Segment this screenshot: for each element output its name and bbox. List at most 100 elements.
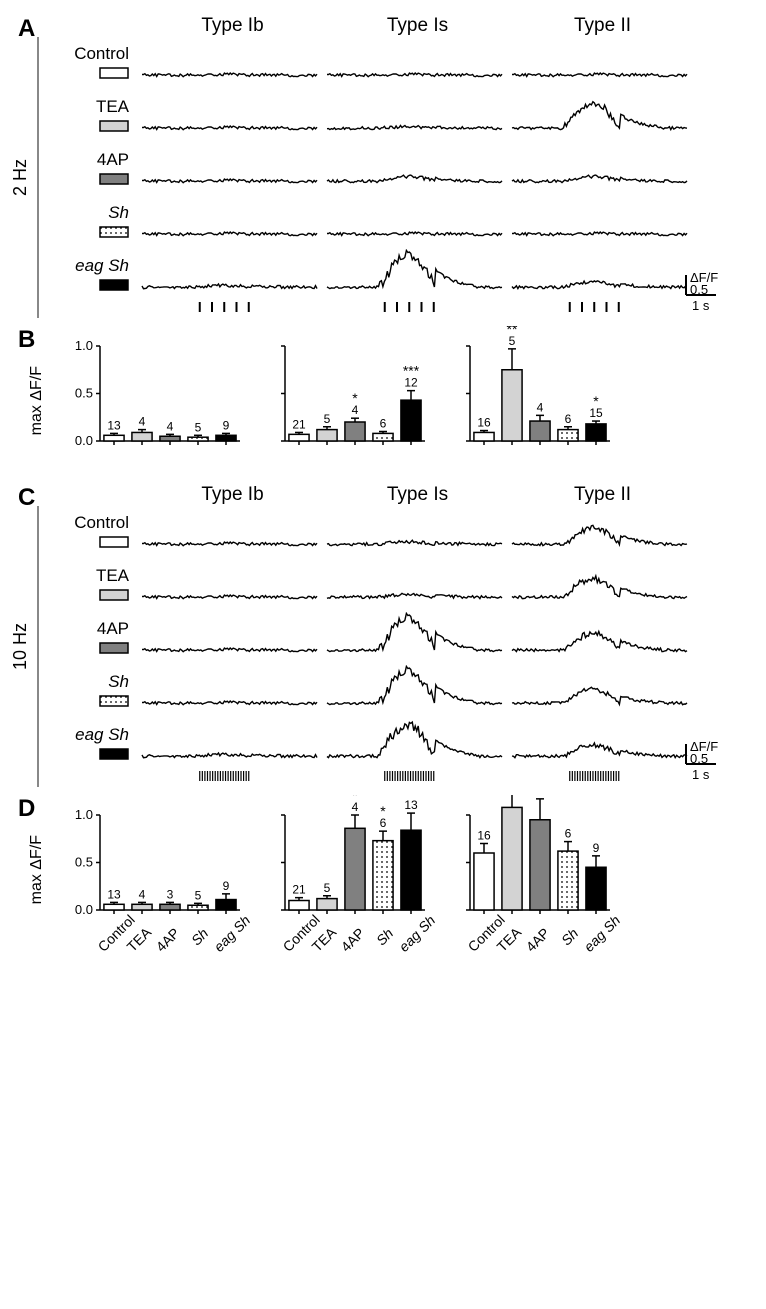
svg-text:16: 16	[477, 416, 491, 430]
trace-cell	[137, 506, 322, 559]
trace-cell	[137, 559, 322, 612]
col-header-ii: Type II	[510, 484, 695, 506]
svg-text:0.5: 0.5	[690, 282, 708, 297]
col-header-ib: Type Ib	[140, 484, 325, 506]
x-label-group: ControlTEA4APSheag Sh	[250, 925, 435, 941]
bar-group: 165469	[435, 795, 620, 925]
panel-d: D max ΔF/F 0.00.51.01343592154*6*13***16…	[10, 795, 756, 995]
trace-cell	[137, 37, 322, 90]
condition-label: Sh	[47, 203, 137, 243]
trace-row: Control	[47, 506, 756, 559]
panel-c: C Type Ib Type Is Type II 10 Hz Control …	[10, 484, 756, 787]
svg-text:0.5: 0.5	[75, 386, 93, 401]
trace-cell	[507, 196, 692, 249]
x-tick-label: eag Sh	[210, 925, 240, 955]
trace-row: 4AP	[47, 143, 756, 196]
freq-bar	[37, 506, 39, 787]
trace-cell	[507, 506, 692, 559]
svg-text:5: 5	[195, 888, 202, 902]
trace-row: TEA	[47, 90, 756, 143]
trace-cell	[322, 90, 507, 143]
x-tick-label: 4AP	[337, 925, 367, 955]
svg-text:4: 4	[139, 415, 146, 429]
trace-cell	[137, 249, 322, 302]
trace-cell	[322, 612, 507, 665]
svg-text:1 s: 1 s	[692, 298, 710, 313]
freq-bar	[37, 37, 39, 318]
trace-row: 4AP	[47, 612, 756, 665]
svg-text:9: 9	[593, 841, 600, 855]
trace-cell	[137, 196, 322, 249]
svg-text:16: 16	[477, 829, 491, 843]
trace-cell	[507, 665, 692, 718]
svg-text:5: 5	[324, 412, 331, 426]
trace-cell	[507, 559, 692, 612]
svg-text:***: ***	[403, 795, 420, 801]
condition-label: TEA	[47, 97, 137, 137]
x-label-group: ControlTEA4APSheag Sh	[65, 925, 250, 941]
trace-cell	[507, 37, 692, 90]
trace-row: Control	[47, 37, 756, 90]
trace-row: Sh	[47, 196, 756, 249]
bar-chart-b: 0.00.51.01344592154*612***165**4615*	[65, 326, 756, 456]
x-axis-labels: ControlTEA4APSheag ShControlTEA4APSheag …	[65, 925, 756, 941]
trace-row: TEA	[47, 559, 756, 612]
trace-cell	[507, 143, 692, 196]
x-tick-label: Control	[94, 925, 124, 955]
bar-group: 0.00.51.0134359	[65, 795, 250, 925]
trace-cell	[137, 90, 322, 143]
condition-label: eag Sh	[47, 256, 137, 296]
panel-a: A Type Ib Type Is Type II 2 Hz Control T…	[10, 15, 756, 318]
svg-text:0.0: 0.0	[75, 433, 93, 448]
x-tick-label: 4AP	[152, 925, 182, 955]
svg-text:1.0: 1.0	[75, 338, 93, 353]
trace-cell	[137, 665, 322, 718]
svg-text:0.5: 0.5	[75, 855, 93, 870]
bar-group: 2154*612***	[250, 326, 435, 456]
x-label-group: ControlTEA4APSheag Sh	[435, 925, 620, 941]
x-tick-label: Sh	[366, 925, 396, 955]
x-tick-label: eag Sh	[580, 925, 610, 955]
panel-label-b: B	[18, 326, 35, 354]
trace-cell	[322, 718, 507, 771]
trace-cell	[322, 506, 507, 559]
condition-label: Control	[47, 44, 137, 84]
y-axis-label-b: max ΔF/F	[28, 366, 46, 435]
x-tick-label: Sh	[181, 925, 211, 955]
condition-label: 4AP	[47, 150, 137, 190]
svg-text:13: 13	[107, 418, 121, 432]
col-header-ii: Type II	[510, 15, 695, 37]
x-tick-label: Sh	[551, 925, 581, 955]
trace-cell	[137, 612, 322, 665]
svg-text:0.5: 0.5	[690, 751, 708, 766]
svg-text:21: 21	[292, 883, 306, 897]
condition-label: eag Sh	[47, 725, 137, 765]
svg-text:6: 6	[565, 827, 572, 841]
y-axis-label-d: max ΔF/F	[28, 835, 46, 904]
trace-cell	[322, 196, 507, 249]
svg-text:13: 13	[107, 887, 121, 901]
svg-text:5: 5	[195, 420, 202, 434]
trace-cell	[137, 143, 322, 196]
trace-cell	[322, 559, 507, 612]
svg-text:9: 9	[223, 879, 230, 893]
panel-label-d: D	[18, 795, 35, 823]
col-header-ib: Type Ib	[140, 15, 325, 37]
svg-text:4: 4	[537, 400, 544, 414]
condition-label: 4AP	[47, 619, 137, 659]
svg-text:4: 4	[537, 795, 544, 798]
freq-label-10hz: 10 Hz	[10, 506, 31, 787]
svg-text:*: *	[352, 390, 358, 406]
trace-cell	[507, 612, 692, 665]
trace-cell	[322, 249, 507, 302]
panel-b: B max ΔF/F 0.00.51.01344592154*612***165…	[10, 326, 756, 476]
freq-label-2hz: 2 Hz	[10, 37, 31, 318]
trace-cell	[137, 718, 322, 771]
svg-text:21: 21	[292, 417, 306, 431]
bar-group: 165**4615*	[435, 326, 620, 456]
x-tick-label: 4AP	[522, 925, 552, 955]
svg-text:5: 5	[324, 881, 331, 895]
svg-text:*: *	[380, 803, 386, 819]
trace-cell	[322, 665, 507, 718]
trace-cell	[322, 37, 507, 90]
